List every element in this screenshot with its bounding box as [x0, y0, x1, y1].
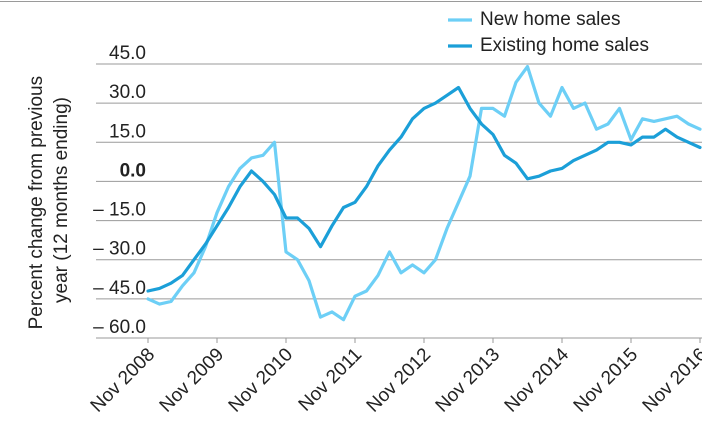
x-tick-label: Nov 2014	[501, 344, 574, 417]
y-tick-label: 45.0	[109, 43, 146, 64]
x-tick-label: Nov 2013	[432, 344, 504, 416]
y-tick-label: 30.0	[109, 82, 146, 103]
y-axis-label-line: Percent change from previous	[26, 76, 47, 329]
y-tick-label: – 60.0	[93, 317, 146, 338]
x-tick-label: Nov 2015	[570, 344, 642, 416]
y-axis-label-line: year (12 months ending)	[51, 97, 72, 303]
y-tick-label: 0.0	[120, 160, 146, 181]
legend-label: Existing home sales	[480, 35, 649, 56]
x-tick-label: Nov 2011	[295, 344, 366, 415]
x-tick-label: Nov 2008	[87, 344, 159, 416]
y-tick-label: – 30.0	[93, 239, 146, 260]
y-tick-label: – 15.0	[93, 200, 146, 221]
legend-label: New home sales	[480, 9, 620, 30]
x-tick-label: Nov 2012	[363, 344, 435, 416]
series-line	[146, 65, 702, 322]
y-axis-label: Percent change from previous year (12 mo…	[26, 71, 72, 330]
y-tick-label: 15.0	[109, 121, 146, 142]
x-tick-label: Nov 2016	[639, 344, 702, 416]
x-tick-label: Nov 2010	[225, 344, 297, 416]
x-tick-label: Nov 2009	[156, 344, 228, 416]
y-tick-label: – 45.0	[93, 278, 146, 299]
series-line	[146, 85, 702, 293]
